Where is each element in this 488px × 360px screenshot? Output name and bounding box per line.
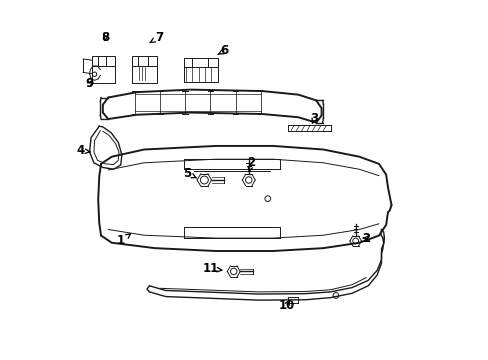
Text: 6: 6 — [218, 44, 228, 57]
Text: 5: 5 — [183, 167, 196, 180]
Text: 2: 2 — [247, 156, 255, 172]
Text: 7: 7 — [149, 31, 163, 44]
Text: 4: 4 — [76, 144, 90, 157]
Text: 3: 3 — [310, 112, 318, 125]
Bar — [131, 56, 157, 83]
Text: 2: 2 — [362, 231, 370, 244]
Text: 10: 10 — [278, 299, 294, 312]
Text: 8: 8 — [101, 31, 109, 44]
Bar — [92, 56, 115, 83]
Text: 1: 1 — [117, 234, 130, 247]
Bar — [183, 58, 217, 82]
Text: 11: 11 — [202, 262, 222, 275]
Text: 9: 9 — [85, 77, 94, 90]
